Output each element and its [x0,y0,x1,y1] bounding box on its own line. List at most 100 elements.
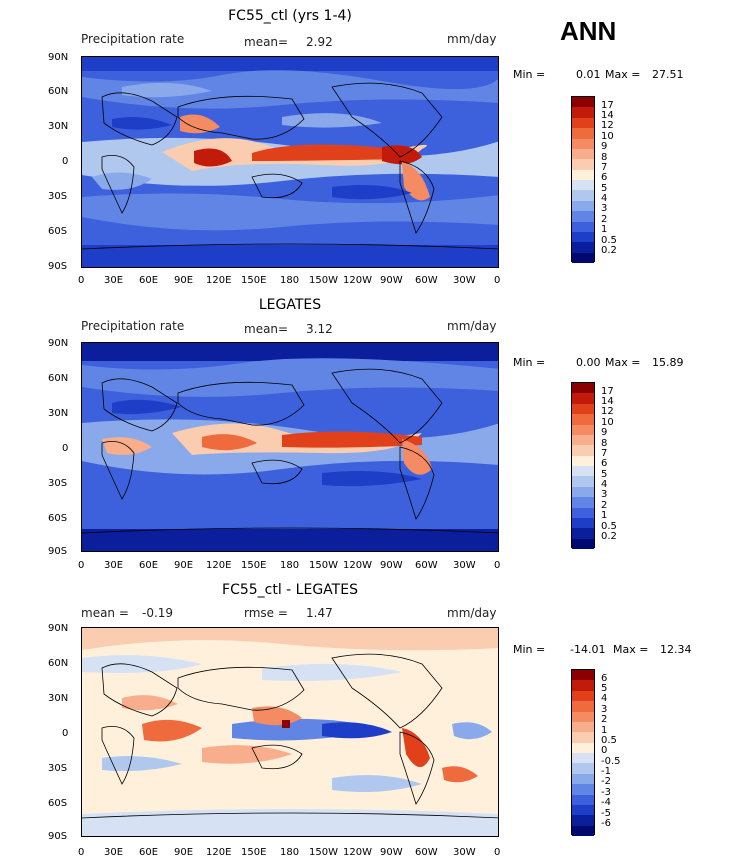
lat-tick: 0 [62,728,69,739]
lat-tick: 30N [48,121,69,132]
colorbar-swatch [572,680,594,691]
colorbar-swatch [572,383,594,394]
rmse-label: rmse = [244,606,288,620]
colorbar-label: -1 [601,766,611,777]
colorbar-swatch [572,117,594,129]
mean-label: mean = [81,606,129,620]
lon-tick: 180 [280,847,300,858]
colorbar-label: 6 [601,673,608,684]
lon-tick: 90W [380,560,403,571]
colorbar-swatch [572,242,594,253]
colorbar-label: 10 [601,417,614,428]
lon-tick: 30W [453,560,476,571]
colorbar-label: 6 [601,172,608,183]
colorbar-swatch [572,403,594,415]
min-value: -14.01 [570,643,606,656]
lon-tick: 60E [139,560,159,571]
lat-tick: 30N [48,408,69,419]
colorbar-swatch [572,190,594,201]
colorbar-label: 7 [601,162,608,173]
colorbar-label: 5 [601,469,608,480]
colorbar-swatch [572,148,594,160]
colorbar-label: 0.5 [601,521,617,532]
colorbar-swatch [572,128,594,139]
colorbar-label: 2 [601,214,608,225]
colorbar-label: 8 [601,152,608,163]
precip-map [81,56,499,268]
colorbar-swatch [572,393,594,404]
lon-tick: 120W [343,275,372,286]
colorbar-swatch [572,252,594,263]
colorbar-label: 14 [601,110,614,121]
colorbar-label: 6 [601,458,608,469]
colorbar-swatch [572,773,594,785]
min-label: Min = [513,356,546,369]
colorbar-label: 3 [601,203,608,214]
colorbar-swatch [572,711,594,722]
lon-tick: 60W [415,560,438,571]
colorbar-label: 4 [601,193,608,204]
lon-tick: 180 [280,560,300,571]
lon-tick: 30E [104,847,124,858]
colorbar-label: 0.5 [601,235,617,246]
lat-tick: 30S [48,478,68,489]
colorbar-swatch [572,784,594,795]
colorbar-swatch [572,97,594,108]
lon-tick: 30W [453,847,476,858]
max-value: 12.34 [660,643,692,656]
lat-tick: 30N [48,693,69,704]
colorbar-label: 1 [601,224,608,235]
lon-tick: 120W [343,560,372,571]
colorbar-label: 2 [601,500,608,511]
lon-tick: 120E [206,847,232,858]
lon-tick: 150W [309,275,338,286]
panel-title: LEGATES [258,297,322,313]
precip-map [81,342,499,552]
colorbar-swatch [572,690,594,702]
mean-value: 2.92 [306,35,333,49]
colorbar-label: 4 [601,479,608,490]
panel-title: FC55_ctl (yrs 1-4) [228,8,352,24]
lat-tick: 0 [62,443,69,454]
max-label: Max = [605,356,641,369]
colorbar-label: 9 [601,427,608,438]
colorbar-swatch [572,815,594,826]
colorbar-swatch [572,221,594,232]
lon-tick: 30W [453,275,476,286]
lon-tick: 0 [78,275,85,286]
lon-tick: 120E [206,560,232,571]
lon-tick: 150E [241,275,267,286]
colorbar-swatch [572,517,594,529]
colorbar-swatch [572,507,594,518]
lon-tick: 30E [104,560,124,571]
lon-tick: 60W [415,275,438,286]
units-label: mm/day [447,606,497,620]
mean-value: 3.12 [306,322,333,336]
lat-tick: 30S [48,191,68,202]
colorbar-label: 3 [601,704,608,715]
min-value: 0.01 [576,68,601,81]
colorbar-label: 3 [601,489,608,500]
mean-label: mean= [244,322,289,336]
lon-tick: 30E [104,275,124,286]
colorbar-label: -6 [601,818,611,829]
max-value: 15.89 [652,356,684,369]
colorbar-swatch [572,670,594,681]
colorbar-label: 5 [601,683,608,694]
colorbar-label: 1 [601,725,608,736]
lon-tick: 90W [380,847,403,858]
colorbar-label: 0.2 [601,531,617,542]
colorbar-label: 8 [601,438,608,449]
colorbar-swatch [572,804,594,816]
colorbar-swatch [572,701,594,712]
lat-tick: 60N [48,658,69,669]
max-label: Max = [605,68,641,81]
lat-tick: 90S [48,261,68,272]
colorbar-label: -4 [601,797,611,808]
season-label: ANN [560,16,617,46]
lon-tick: 0 [78,847,85,858]
colorbar-label: 17 [601,386,614,397]
colorbar-swatch [572,107,594,118]
lon-tick: 0 [78,560,85,571]
lon-tick: 0 [494,275,501,286]
